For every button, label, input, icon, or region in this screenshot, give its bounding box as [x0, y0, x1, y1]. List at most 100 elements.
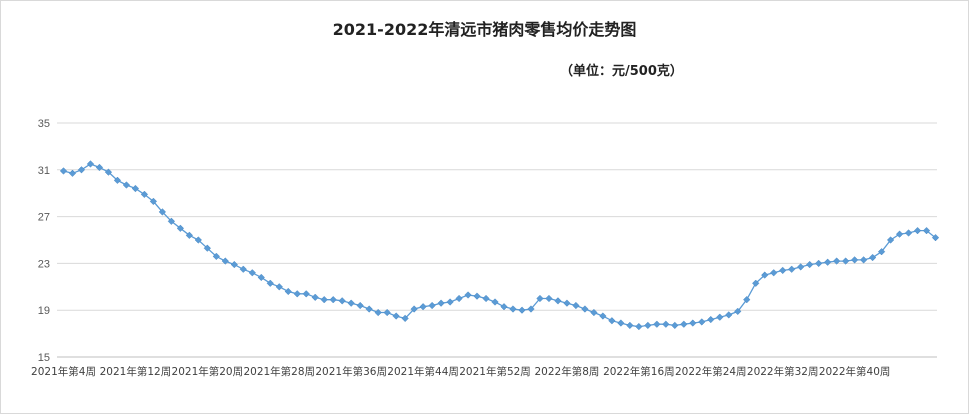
data-point — [257, 273, 265, 282]
data-point — [176, 224, 185, 232]
data-point — [347, 299, 355, 307]
data-point — [689, 319, 697, 327]
data-point — [931, 234, 940, 242]
data-point — [644, 321, 652, 330]
data-point — [149, 197, 158, 206]
data-point — [832, 257, 841, 265]
data-point — [788, 265, 796, 273]
data-point — [761, 271, 769, 279]
data-point — [239, 265, 247, 273]
data-point — [671, 321, 679, 330]
data-point — [536, 294, 544, 303]
data-point — [446, 298, 454, 306]
y-tick-labels: 15 19 23 27 31 35 — [38, 118, 50, 364]
data-point — [212, 252, 220, 261]
data-point — [599, 312, 607, 320]
chart-title: 2021-2022年清远市猪肉零售均价走势图 — [332, 20, 637, 39]
data-point — [868, 253, 877, 262]
data-point — [392, 312, 400, 320]
data-point — [464, 291, 472, 299]
data-point — [841, 257, 850, 265]
data-point — [284, 287, 292, 296]
data-point — [86, 160, 95, 168]
series-price — [59, 160, 940, 331]
data-point — [338, 297, 346, 305]
data-point — [482, 294, 490, 303]
data-point — [877, 248, 886, 256]
data-point — [635, 322, 643, 331]
data-point — [590, 308, 598, 317]
data-point — [743, 296, 751, 304]
data-point — [167, 217, 176, 225]
data-point — [419, 303, 427, 311]
data-point — [401, 314, 409, 323]
data-point — [320, 296, 328, 304]
y-tick-label: 31 — [38, 165, 50, 177]
data-point — [95, 163, 104, 172]
data-point — [895, 230, 904, 238]
data-point — [365, 305, 373, 313]
data-point — [500, 303, 508, 311]
data-point — [608, 317, 616, 325]
data-point — [68, 169, 77, 177]
data-point — [329, 296, 337, 304]
data-point — [203, 244, 211, 252]
x-tick-label: 2022年第32周 — [747, 365, 819, 378]
data-point — [491, 298, 499, 306]
x-tick-label: 2022年第40周 — [819, 365, 891, 378]
x-tick-labels: 2021年第4周 2021年第12周 2021年第20周 2021年第28周 2021年… — [31, 365, 890, 378]
data-point — [410, 305, 418, 313]
data-point — [815, 259, 823, 268]
data-point — [698, 318, 706, 326]
data-point — [527, 305, 535, 313]
data-point — [922, 226, 931, 235]
data-point — [185, 231, 194, 239]
data-point — [266, 279, 274, 287]
data-point — [716, 313, 724, 321]
data-point — [113, 176, 122, 184]
data-point — [383, 308, 391, 317]
data-point — [293, 290, 301, 298]
data-point — [886, 236, 895, 244]
data-point — [374, 308, 382, 317]
y-tick-label: 35 — [38, 118, 50, 130]
data-point — [779, 266, 787, 275]
data-point — [437, 299, 445, 307]
x-tick-label: 2022年第24周 — [675, 365, 747, 378]
y-tick-label: 15 — [38, 352, 50, 364]
data-point — [311, 293, 319, 301]
data-point — [428, 301, 436, 310]
data-point — [653, 320, 661, 328]
x-tick-label: 2021年第36周 — [315, 365, 387, 378]
y-tick-label: 19 — [38, 305, 50, 317]
gridlines — [57, 122, 937, 311]
data-point — [563, 299, 571, 307]
data-point — [122, 181, 131, 189]
x-tick-label: 2021年第20周 — [172, 365, 244, 378]
data-point — [104, 168, 113, 176]
data-point — [455, 294, 463, 303]
x-tick-label: 2021年第28周 — [243, 365, 315, 378]
data-point — [752, 279, 760, 287]
data-point — [662, 320, 670, 328]
data-point — [859, 256, 868, 264]
chart-subtitle: （单位：元/500克） — [560, 64, 683, 79]
x-tick-label: 2022年第8周 — [534, 365, 599, 378]
data-point — [823, 258, 832, 266]
data-point — [734, 307, 742, 316]
data-point — [248, 269, 256, 277]
series-line — [63, 163, 936, 328]
data-point — [158, 208, 167, 216]
data-point — [509, 305, 517, 313]
data-point — [140, 190, 149, 199]
data-point — [554, 297, 562, 305]
x-tick-label: 2021年第4周 — [31, 365, 96, 378]
data-point — [545, 294, 553, 303]
y-tick-label: 27 — [38, 212, 50, 224]
data-point — [850, 256, 859, 264]
data-point — [473, 292, 481, 300]
data-point — [77, 166, 86, 174]
data-point — [913, 226, 922, 235]
